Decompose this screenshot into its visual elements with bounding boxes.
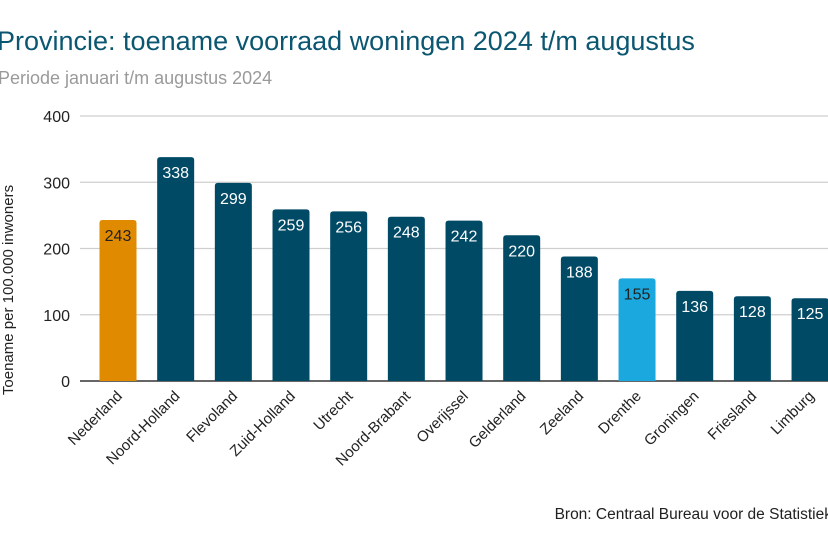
data-label: 136 bbox=[681, 299, 708, 316]
data-label: 128 bbox=[739, 304, 766, 321]
bar bbox=[157, 157, 195, 381]
data-label: 299 bbox=[220, 191, 247, 208]
data-label: 259 bbox=[278, 217, 305, 234]
x-tick-label: Groningen bbox=[641, 388, 703, 450]
bar bbox=[676, 290, 714, 381]
data-label: 248 bbox=[393, 225, 420, 242]
bar bbox=[214, 182, 252, 381]
data-label: 125 bbox=[797, 306, 824, 323]
x-tick-label: Gelderland bbox=[466, 388, 530, 452]
bar bbox=[560, 256, 598, 381]
data-label: 220 bbox=[508, 243, 535, 260]
x-tick-label: Overijssel bbox=[413, 388, 472, 447]
bar bbox=[503, 235, 541, 381]
x-tick-label: Drenthe bbox=[595, 388, 645, 438]
data-label: 256 bbox=[335, 219, 362, 236]
x-tick-label: Friesland bbox=[705, 388, 761, 444]
bar bbox=[387, 216, 425, 381]
data-label: 243 bbox=[105, 228, 132, 245]
data-label: 188 bbox=[566, 264, 593, 281]
y-axis-label: Toename per 100.000 inwoners bbox=[0, 185, 17, 395]
chart-subtitle: Periode januari t/m augustus 2024 bbox=[0, 68, 273, 88]
x-tick-label: Flevoland bbox=[183, 388, 241, 446]
x-tick-label: Utrecht bbox=[310, 387, 357, 434]
chart-title: Provincie: toename voorraad woningen 202… bbox=[0, 26, 695, 56]
y-tick-label: 300 bbox=[43, 175, 70, 192]
bar bbox=[618, 278, 656, 381]
bar bbox=[791, 298, 828, 381]
x-tick-label: Limburg bbox=[768, 388, 818, 438]
y-tick-label: 400 bbox=[43, 109, 70, 126]
data-label: 242 bbox=[451, 229, 478, 246]
bar bbox=[733, 296, 771, 381]
x-tick-label: Zeeland bbox=[537, 388, 587, 438]
data-label: 338 bbox=[162, 165, 189, 182]
bar bbox=[445, 220, 483, 381]
source-note: Bron: Centraal Bureau voor de Statistiek bbox=[554, 506, 828, 523]
data-label: 155 bbox=[624, 286, 651, 303]
bar bbox=[330, 211, 368, 381]
y-tick-label: 100 bbox=[43, 308, 70, 325]
y-tick-label: 200 bbox=[43, 242, 70, 259]
x-tick-label: Nederland bbox=[65, 388, 126, 449]
bar bbox=[99, 220, 137, 381]
y-tick-label: 0 bbox=[61, 374, 70, 391]
bar bbox=[272, 209, 310, 381]
